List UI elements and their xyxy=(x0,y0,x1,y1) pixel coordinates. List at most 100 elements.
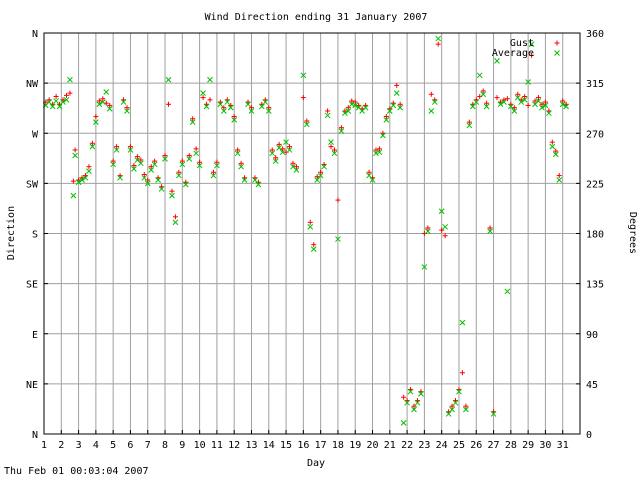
gust-point xyxy=(152,158,158,164)
gust-point xyxy=(193,146,199,152)
gust-point xyxy=(165,101,171,107)
x-tick-label: 19 xyxy=(349,440,361,451)
average-point xyxy=(79,177,85,183)
y2-tick-label: 270 xyxy=(586,129,604,140)
gust-point xyxy=(560,98,566,104)
x-tick-label: 26 xyxy=(470,440,482,451)
x-tick-label: 13 xyxy=(245,440,257,451)
average-point xyxy=(227,104,234,111)
average-point xyxy=(521,96,528,103)
average-point xyxy=(210,172,217,179)
average-point xyxy=(473,99,480,105)
gust-point xyxy=(290,160,296,166)
average-point xyxy=(283,139,289,146)
y2-tick-label: 45 xyxy=(586,380,598,391)
average-point xyxy=(117,174,123,181)
gust-point xyxy=(515,91,521,97)
average-point xyxy=(241,177,248,183)
average-point xyxy=(501,99,507,105)
average-point xyxy=(207,76,213,83)
gust-point xyxy=(131,163,137,169)
y-tick-label: NW xyxy=(26,79,39,90)
average-point xyxy=(182,181,189,188)
average-point xyxy=(483,103,490,110)
average-point xyxy=(324,112,331,119)
average-point xyxy=(203,103,210,110)
x-tick-label: 15 xyxy=(280,440,292,451)
x-tick-label: 21 xyxy=(384,440,396,451)
gust-point xyxy=(549,139,555,145)
average-point xyxy=(127,147,134,153)
x-tick-label: 7 xyxy=(145,440,151,451)
y2-tick-label: 90 xyxy=(586,330,598,341)
gust-point xyxy=(100,96,106,102)
average-point xyxy=(63,96,70,103)
average-point xyxy=(345,108,352,114)
x-tick-label: 18 xyxy=(332,440,344,451)
average-point xyxy=(424,228,431,235)
average-point xyxy=(193,150,200,157)
average-point xyxy=(400,420,407,426)
gust-point xyxy=(93,114,99,120)
gust-point xyxy=(397,101,403,107)
average-point xyxy=(86,168,92,174)
gust-point xyxy=(532,98,538,104)
average-point xyxy=(397,104,404,111)
gust-point xyxy=(107,102,113,108)
gust-point xyxy=(425,225,431,231)
average-point xyxy=(293,167,300,173)
gust-point xyxy=(439,227,445,233)
average-point xyxy=(286,147,293,153)
average-point xyxy=(155,177,161,183)
x-tick-label: 25 xyxy=(453,440,465,451)
average-point xyxy=(490,411,497,417)
average-point xyxy=(89,143,96,150)
average-point xyxy=(487,228,493,235)
gust-point xyxy=(300,95,306,101)
gust-point xyxy=(172,214,178,220)
gust-point xyxy=(89,140,95,146)
average-point xyxy=(414,399,421,406)
y2-tick-label: 0 xyxy=(586,430,592,441)
gust-point xyxy=(210,169,216,175)
average-point xyxy=(272,158,279,164)
average-point xyxy=(172,219,179,226)
y-tick-label: W xyxy=(32,129,39,140)
gust-point xyxy=(231,114,237,120)
average-point xyxy=(438,208,445,215)
gust-point xyxy=(293,164,299,170)
gust-point xyxy=(318,169,324,175)
x-tick-label: 24 xyxy=(436,440,448,451)
gust-point xyxy=(63,92,69,98)
gust-point xyxy=(494,95,500,101)
gust-point xyxy=(338,125,344,131)
gust-point xyxy=(522,93,528,99)
x-tick-label: 14 xyxy=(263,440,275,451)
average-point xyxy=(476,72,483,79)
average-point xyxy=(511,108,518,114)
average-point xyxy=(376,149,383,156)
average-point xyxy=(137,160,144,167)
average-point xyxy=(276,144,283,151)
gust-point xyxy=(110,158,116,164)
x-tick-label: 12 xyxy=(228,440,240,451)
gust-point xyxy=(235,147,241,153)
gust-point xyxy=(114,144,120,150)
x-tick-label: 3 xyxy=(76,440,82,451)
average-point xyxy=(214,162,220,169)
gust-point xyxy=(401,394,407,400)
average-point xyxy=(362,104,369,111)
average-point xyxy=(456,388,462,395)
gust-point xyxy=(428,91,434,97)
y2-tick-label: 135 xyxy=(586,280,604,291)
average-point xyxy=(556,177,563,183)
average-point xyxy=(200,90,206,97)
gust-point xyxy=(504,96,510,102)
average-point xyxy=(373,150,379,157)
x-tick-label: 1 xyxy=(41,440,47,451)
average-point xyxy=(196,162,203,169)
gust-point xyxy=(442,233,448,239)
average-point xyxy=(369,177,376,183)
